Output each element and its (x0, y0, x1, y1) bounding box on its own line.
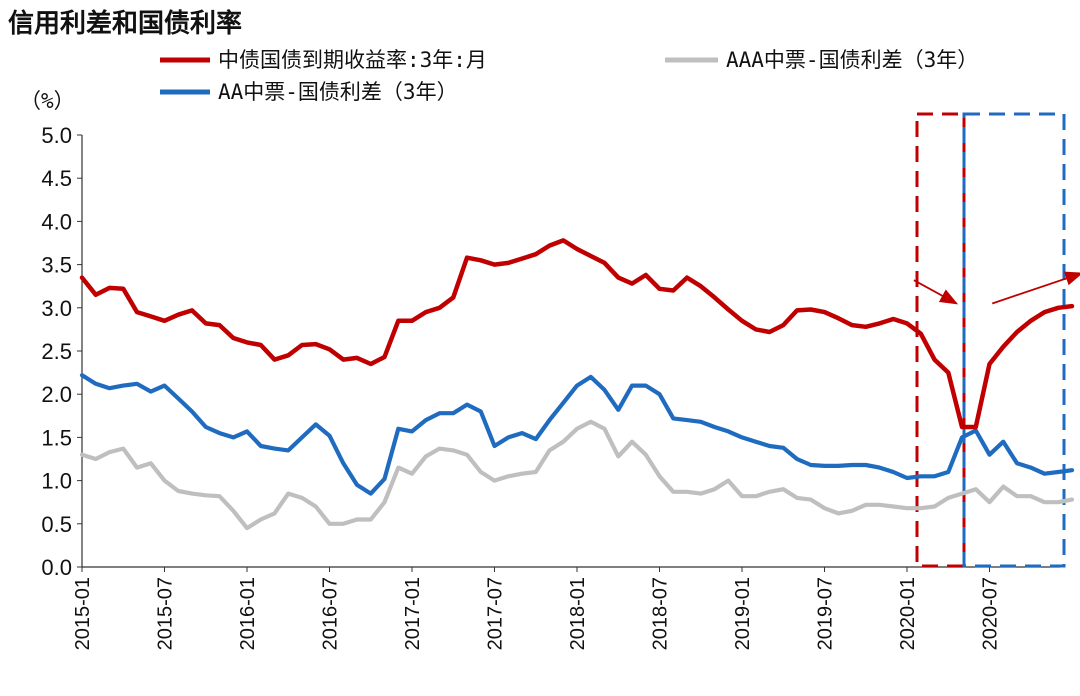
series-line-aa-spread (79, 373, 1075, 496)
x-tick-label: 2018-01 (567, 577, 589, 650)
legend: 中债国债到期收益率:3年:月 AAA中票-国债利差（3年） AA中票-国债利差（… (160, 48, 978, 104)
x-tick-label: 2020-01 (897, 577, 919, 650)
annotations (913, 112, 1080, 568)
x-tick-label: 2017-07 (485, 577, 507, 650)
y-axis-unit-label: （%） (20, 89, 75, 113)
y-tick-label: 3.0 (41, 296, 72, 321)
y-tick-label: 0.0 (41, 555, 72, 580)
legend-label-aa: AA中票-国债利差（3年） (218, 80, 458, 104)
x-tick-label: 2018-07 (650, 577, 672, 650)
x-tick-label: 2015-07 (155, 577, 177, 650)
x-tick-label: 2015-01 (72, 577, 94, 650)
x-tick-label: 2016-01 (237, 577, 259, 650)
y-tick-label: 4.0 (41, 209, 72, 234)
y-tick-label: 4.5 (41, 166, 72, 191)
legend-label-treasury: 中债国债到期收益率:3年:月 (218, 48, 487, 72)
y-tick-label: 1.5 (41, 425, 72, 450)
annotation-arrow (913, 279, 959, 305)
series-line-aaa-spread (79, 419, 1075, 531)
x-tick-label: 2017-01 (402, 577, 424, 650)
series-lines (79, 238, 1075, 531)
x-tick-label: 2019-01 (732, 577, 754, 650)
x-tick-label: 2016-07 (320, 577, 342, 650)
legend-label-aaa: AAA中票-国债利差（3年） (726, 48, 978, 72)
annotation-dashed-box (962, 112, 1066, 568)
y-tick-label: 3.5 (41, 253, 72, 278)
y-tick-label: 1.0 (41, 469, 72, 494)
annotation-arrow (991, 271, 1080, 305)
x-tick-label: 2019-07 (815, 577, 837, 650)
axes: 0.0 0.5 1.0 1.5 2.0 2.5 3.0 3.5 4.0 4.5 5.0 2015-01… (41, 123, 1060, 650)
y-tick-label: 5.0 (41, 123, 72, 148)
y-tick-label: 2.5 (41, 339, 72, 364)
x-tick-label: 2020-07 (980, 577, 1002, 650)
chart-title: 信用利差和国债利率 (8, 8, 242, 39)
y-tick-label: 2.0 (41, 382, 72, 407)
series-line-treasury-3y (79, 238, 1075, 430)
y-tick-label: 0.5 (41, 512, 72, 537)
